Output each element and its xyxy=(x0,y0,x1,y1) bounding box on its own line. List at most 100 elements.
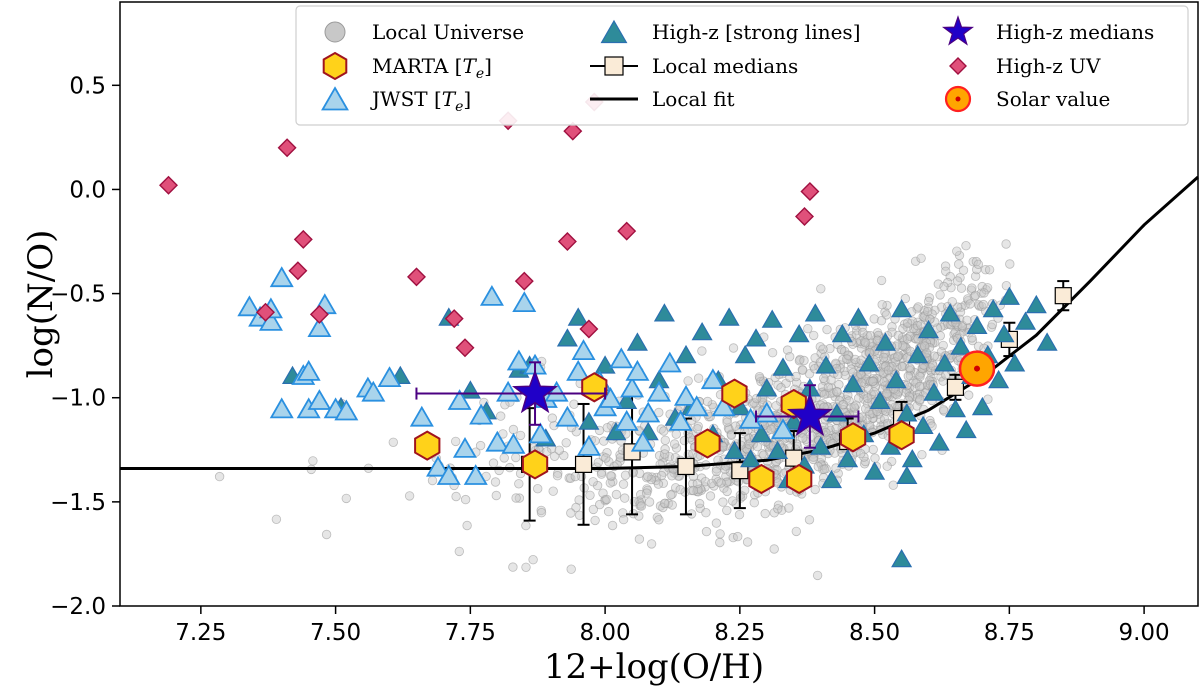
jwst-point xyxy=(334,399,359,421)
legend: Local Universe MARTA [Te] JWST [Te] High-z … xyxy=(295,5,1189,126)
local-point xyxy=(1001,239,1011,249)
local-point xyxy=(860,338,871,348)
local-point xyxy=(893,351,903,362)
strong-lines-point xyxy=(998,286,1020,305)
local-point xyxy=(904,391,915,402)
x-tick-label: 7.50 xyxy=(310,620,361,646)
jwst-point xyxy=(307,316,332,338)
local-point xyxy=(979,288,989,298)
local-point xyxy=(888,480,899,490)
local-point xyxy=(912,320,923,331)
local-point xyxy=(595,499,605,510)
local-point xyxy=(946,283,956,293)
local-point xyxy=(823,382,834,392)
local-point xyxy=(876,275,887,286)
local-point xyxy=(868,444,878,455)
y-tick-label: −2.0 xyxy=(50,594,106,620)
marta-point xyxy=(888,420,915,451)
local-point xyxy=(740,485,750,496)
local-point xyxy=(511,493,521,503)
local-point xyxy=(870,453,880,463)
legend-hzmed-handle xyxy=(941,15,975,46)
legend-label-marta: MARTA [Te] xyxy=(372,54,492,82)
local-point xyxy=(945,271,955,282)
local-point xyxy=(547,413,558,423)
jwst-point xyxy=(571,339,596,361)
local-point xyxy=(596,469,607,479)
local-point xyxy=(742,537,753,547)
jwst-point xyxy=(452,436,477,458)
strong-lines-point xyxy=(837,448,859,468)
local-point xyxy=(669,439,680,449)
local-point xyxy=(722,505,732,516)
local-point xyxy=(654,450,665,461)
legend-strong-handle xyxy=(600,19,628,44)
local-point xyxy=(970,290,981,301)
strong-lines-point xyxy=(1036,332,1058,351)
local-point xyxy=(715,537,725,548)
local-point xyxy=(799,355,809,366)
legend-label-uv: High-z UV xyxy=(996,54,1101,78)
local-point xyxy=(972,264,982,275)
strong-lines-point xyxy=(820,469,843,489)
local-point xyxy=(694,498,705,509)
local-point xyxy=(872,328,883,338)
y-tick-label: −1.5 xyxy=(50,490,106,516)
jwst-point xyxy=(684,395,709,417)
highz-uv-point xyxy=(444,309,464,329)
strong-lines-point xyxy=(605,421,627,441)
local-point xyxy=(882,300,892,311)
local-point xyxy=(660,449,670,459)
marta-point xyxy=(694,428,721,459)
local-point xyxy=(840,346,850,357)
local-point xyxy=(636,489,646,500)
local-point xyxy=(511,452,521,463)
highz-uv-point xyxy=(557,232,577,251)
local-point xyxy=(767,348,778,358)
jwst-point xyxy=(528,422,553,444)
local-point xyxy=(876,316,887,326)
jwst-point xyxy=(620,376,645,398)
local-point xyxy=(834,379,844,390)
local-point xyxy=(620,470,631,481)
strong-lines-point xyxy=(874,332,896,351)
local-point xyxy=(819,464,830,474)
highz-medians-layer xyxy=(415,361,860,449)
strong-lines-point xyxy=(767,440,789,459)
jwst-point xyxy=(426,455,451,477)
local-point xyxy=(646,539,657,549)
strong-lines-point xyxy=(955,419,977,439)
jwst-point xyxy=(636,401,661,423)
local-point xyxy=(866,390,877,400)
local-point xyxy=(341,493,352,504)
local-point xyxy=(919,341,930,351)
local-point xyxy=(1001,281,1012,291)
local-point xyxy=(308,456,318,466)
local-point xyxy=(491,490,502,501)
strong-lines-point xyxy=(567,307,589,326)
local-point xyxy=(941,370,951,380)
local-point xyxy=(869,314,879,324)
local-point xyxy=(919,312,930,322)
local-point xyxy=(877,300,887,310)
local-point xyxy=(915,381,925,392)
jwst-point xyxy=(307,389,332,410)
local-point xyxy=(905,366,915,376)
y-tick-label: −1.0 xyxy=(50,386,106,412)
local-point xyxy=(685,433,695,443)
jwst-point xyxy=(711,395,736,417)
local-point xyxy=(967,333,977,343)
local-median-point xyxy=(677,457,695,476)
local-point xyxy=(514,493,525,503)
local-point xyxy=(688,485,699,496)
local-point xyxy=(608,477,618,487)
local-point xyxy=(701,508,711,518)
highz-median-point xyxy=(511,369,559,414)
jwst-point xyxy=(544,380,569,402)
local-point xyxy=(798,365,808,375)
legend-marta-handle xyxy=(322,51,348,81)
local-point xyxy=(603,506,614,517)
highz-median-point xyxy=(786,392,833,437)
marta-layer xyxy=(414,372,915,495)
